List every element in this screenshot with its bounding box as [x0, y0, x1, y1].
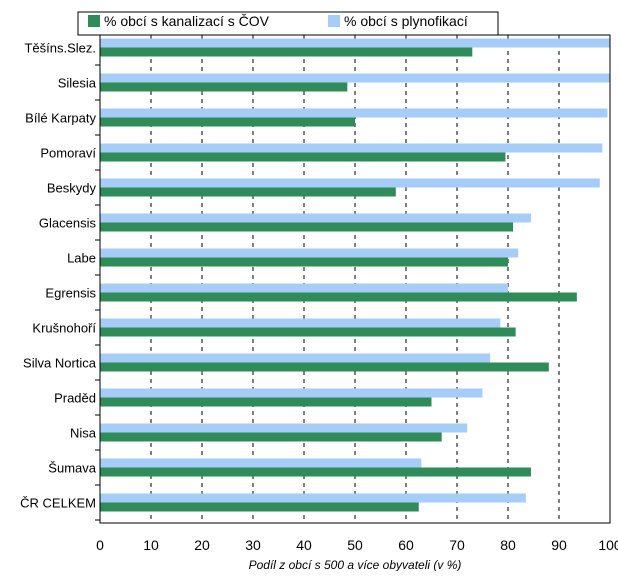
bar-kanalizace: [100, 432, 442, 442]
x-tick-label: 60: [398, 537, 414, 553]
category-label: Egrensis: [45, 286, 96, 301]
bar-kanalizace: [100, 362, 549, 372]
x-tick-label: 90: [551, 537, 567, 553]
x-tick-label: 10: [143, 537, 159, 553]
legend-box: [77, 11, 499, 36]
x-tick-label: 30: [245, 537, 261, 553]
category-label: Bílé Karpaty: [25, 111, 96, 126]
bar-kanalizace: [100, 467, 531, 477]
bar-kanalizace: [100, 397, 432, 407]
bar-plynofikace: [100, 213, 531, 223]
bar-kanalizace: [100, 187, 396, 197]
bar-kanalizace: [100, 152, 506, 162]
bar-kanalizace: [100, 82, 348, 92]
bar-plynofikace: [100, 108, 608, 118]
x-tick-label: 70: [449, 537, 465, 553]
bar-kanalizace: [100, 502, 419, 512]
category-label: Krušnohoří: [32, 321, 96, 336]
category-label: Silva Nortica: [23, 356, 97, 371]
category-label: Praděd: [54, 391, 96, 406]
bar-plynofikace: [100, 178, 600, 188]
category-label: ČR CELKEM: [20, 496, 96, 511]
bar-plynofikace: [100, 143, 603, 153]
category-label: Pomoraví: [40, 146, 96, 161]
category-label: Glacensis: [39, 216, 97, 231]
legend-swatch-plynofikace: [328, 15, 340, 27]
bar-kanalizace: [100, 222, 514, 232]
category-labels: Těšíns.Slez. Silesia Bílé Karpaty Pomoraví B…: [20, 41, 100, 521]
legend-swatch-kanalizace: [88, 15, 100, 27]
bar-plynofikace: [100, 353, 491, 363]
category-label: Labe: [67, 251, 96, 266]
bar-plynofikace: [100, 493, 526, 503]
bar-kanalizace: [100, 327, 516, 337]
legend-label-kanalizace: % obcí s kanalizací s ČOV: [104, 13, 270, 29]
legend: % obcí s kanalizací s ČOV % obcí s plyno…: [77, 11, 499, 36]
x-tick-label: 80: [500, 537, 516, 553]
x-tick-label: 0: [96, 537, 104, 553]
bar-plynofikace: [100, 388, 483, 398]
x-tick-label: 20: [194, 537, 210, 553]
x-tick-label: 40: [296, 537, 312, 553]
bar-kanalizace: [100, 117, 355, 127]
legend-label-plynofikace: % obcí s plynofikací: [344, 13, 468, 29]
bar-plynofikace: [100, 248, 519, 258]
x-tick-label: 100: [598, 537, 618, 553]
bar-plynofikace: [100, 423, 468, 433]
bar-kanalizace: [100, 257, 508, 267]
bars: [100, 38, 610, 512]
bar-kanalizace: [100, 47, 473, 57]
category-label: Silesia: [58, 76, 97, 91]
bar-plynofikace: [100, 73, 610, 83]
category-label: Těšíns.Slez.: [24, 41, 96, 56]
bar-plynofikace: [100, 318, 501, 328]
x-tick-labels: 0 10 20 30 40 50 60 70 80 90 100: [96, 537, 618, 553]
bar-plynofikace: [100, 283, 508, 293]
x-axis-title: Podíl z obcí s 500 a více obyvateli (v %…: [249, 558, 462, 571]
category-label: Beskydy: [47, 181, 97, 196]
bar-plynofikace: [100, 38, 610, 48]
bar-kanalizace: [100, 292, 577, 302]
category-label: Šumava: [48, 461, 96, 476]
bar-plynofikace: [100, 458, 422, 468]
x-tick-label: 50: [347, 537, 363, 553]
category-label: Nisa: [70, 426, 97, 441]
